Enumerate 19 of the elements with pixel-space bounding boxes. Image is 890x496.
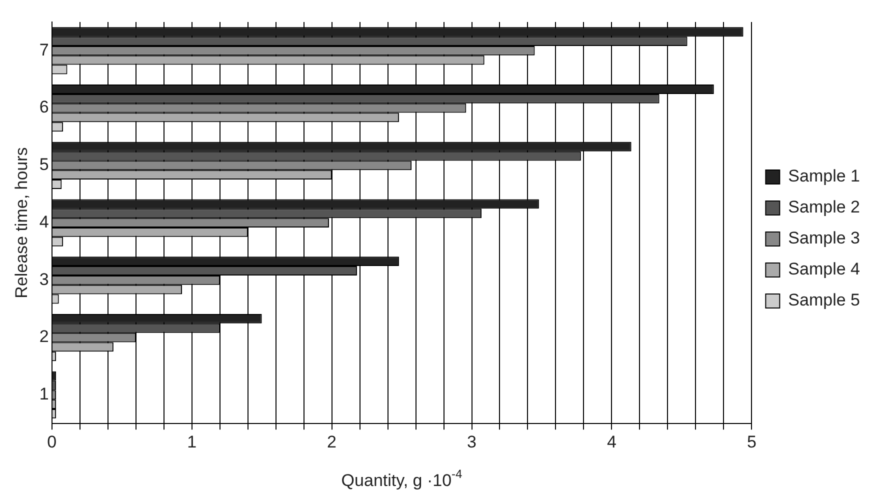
y-tick-label: 2 xyxy=(39,327,49,346)
y-tick-label: 6 xyxy=(39,98,49,117)
y-tick-label: 5 xyxy=(39,155,49,174)
x-tick-label: 3 xyxy=(467,432,476,452)
x-tick-label: 1 xyxy=(187,432,197,452)
y-tick-label: 3 xyxy=(39,270,49,289)
legend-label: Sample 1 xyxy=(788,166,860,186)
x-tick-label: 4 xyxy=(606,432,616,452)
x-tick-label: 2 xyxy=(327,432,337,452)
x-tick-label: 0 xyxy=(47,432,57,452)
y-tick-label: 4 xyxy=(39,212,49,232)
y-axis-title: Release time, hours xyxy=(12,147,31,298)
legend-label: Sample 5 xyxy=(788,290,860,310)
x-tick-label: 5 xyxy=(746,432,756,452)
legend-label: Sample 2 xyxy=(788,198,860,217)
legend-label: Sample 3 xyxy=(788,228,860,248)
y-tick-label: 1 xyxy=(39,384,49,404)
legend-label: Sample 4 xyxy=(788,260,860,279)
y-tick-label: 7 xyxy=(39,40,49,60)
